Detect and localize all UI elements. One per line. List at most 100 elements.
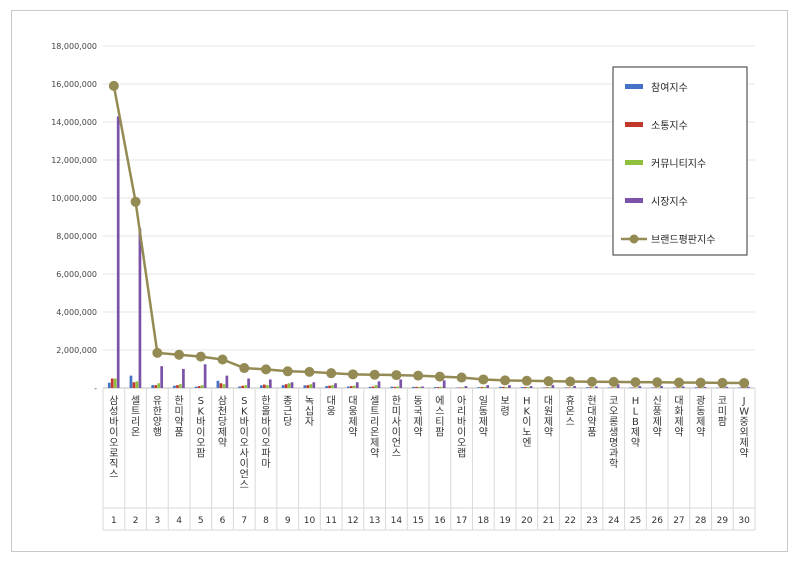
bar-시장지수 <box>421 386 424 388</box>
bar-참여지수 <box>412 386 415 388</box>
bar-참여지수 <box>303 385 307 388</box>
brand-reputation-chart: - 2,000,000 4,000,000 6,000,000 8,000,000 10,… <box>51 42 756 531</box>
bars-layer <box>107 116 750 389</box>
point-브랜드평판지수 <box>239 363 250 374</box>
bar-소통지수 <box>415 386 418 388</box>
bar-시장지수 <box>355 382 359 388</box>
point-브랜드평판지수 <box>456 372 467 383</box>
bar-참여지수 <box>738 387 741 388</box>
bar-소통지수 <box>284 384 288 388</box>
point-브랜드평판지수 <box>347 369 358 380</box>
y-tick-label: 10,000,000 <box>51 194 97 203</box>
bar-소통지수 <box>589 387 592 388</box>
legend-marker <box>629 234 639 244</box>
bar-소통지수 <box>349 386 353 388</box>
bar-참여지수 <box>368 386 372 388</box>
bar-참여지수 <box>694 387 698 388</box>
bar-소통지수 <box>219 383 223 388</box>
point-브랜드평판지수 <box>174 349 185 360</box>
rank-label: 25 <box>630 516 641 526</box>
point-브랜드평판지수 <box>326 368 337 379</box>
bar-시장지수 <box>616 384 620 388</box>
rank-label: 13 <box>369 516 380 526</box>
bar-소통지수 <box>110 378 114 388</box>
rank-label: 2 <box>133 516 139 526</box>
bar-커뮤니티지수 <box>657 387 660 388</box>
bar-참여지수 <box>433 387 437 388</box>
bar-시장지수 <box>594 386 598 388</box>
point-브랜드평판지수 <box>130 196 141 207</box>
bar-시장지수 <box>464 386 468 388</box>
point-브랜드평판지수 <box>369 369 380 380</box>
point-브랜드평판지수 <box>630 377 641 388</box>
bar-커뮤니티지수 <box>570 387 573 388</box>
bar-커뮤니티지수 <box>244 385 247 388</box>
bar-시장지수 <box>725 386 729 388</box>
point-브랜드평판지수 <box>261 364 271 375</box>
point-브랜드평판지수 <box>478 374 489 385</box>
bar-소통지수 <box>480 387 484 388</box>
bar-커뮤니티지수 <box>266 385 269 388</box>
bar-시장지수 <box>399 379 403 388</box>
rank-label: 18 <box>478 516 490 526</box>
bar-시장지수 <box>638 386 642 388</box>
bar-시장지수 <box>573 386 576 388</box>
point-브랜드평판지수 <box>391 370 402 381</box>
point-브랜드평판지수 <box>282 366 293 377</box>
bar-소통지수 <box>675 387 679 388</box>
point-브랜드평판지수 <box>717 377 728 388</box>
bar-커뮤니티지수 <box>678 387 682 388</box>
bar-참여지수 <box>238 386 241 388</box>
legend-label: 시장지수 <box>651 196 688 208</box>
rank-label: 4 <box>176 516 182 526</box>
bar-소통지수 <box>567 387 570 388</box>
bar-커뮤니티지수 <box>418 386 421 388</box>
y-tick-label: 8,000,000 <box>56 232 97 241</box>
bar-시장지수 <box>681 386 685 388</box>
bar-소통지수 <box>436 387 440 388</box>
bar-커뮤니티지수 <box>200 385 204 388</box>
rank-label: 7 <box>241 516 247 526</box>
rank-label: 19 <box>499 516 511 526</box>
bar-커뮤니티지수 <box>309 384 313 388</box>
rank-label: 22 <box>565 516 576 526</box>
legend-label: 커뮤니티지수 <box>651 158 706 170</box>
bar-커뮤니티지수 <box>700 387 704 388</box>
bar-커뮤니티지수 <box>179 384 182 388</box>
bar-참여지수 <box>390 386 394 388</box>
rank-label: 27 <box>673 516 684 526</box>
rank-label: 28 <box>695 516 707 526</box>
bar-소통지수 <box>632 387 636 388</box>
rank-label: 30 <box>738 516 750 526</box>
bar-시장지수 <box>182 369 185 388</box>
point-브랜드평판지수 <box>434 371 445 382</box>
bar-소통지수 <box>371 386 375 388</box>
bar-시장지수 <box>160 366 164 388</box>
bar-참여지수 <box>607 387 611 388</box>
bar-커뮤니티지수 <box>135 381 139 388</box>
bar-참여지수 <box>107 382 111 388</box>
bar-소통지수 <box>176 385 179 388</box>
point-브랜드평판지수 <box>108 80 119 91</box>
bar-시장지수 <box>138 228 142 388</box>
rank-label: 29 <box>717 516 729 526</box>
bar-참여지수 <box>520 387 524 388</box>
bar-소통지수 <box>654 387 657 388</box>
bar-커뮤니티지수 <box>113 378 117 388</box>
bar-시장지수 <box>747 386 750 388</box>
rank-label: 14 <box>391 516 403 526</box>
legend-swatch <box>625 84 643 89</box>
point-브랜드평판지수 <box>521 375 532 386</box>
